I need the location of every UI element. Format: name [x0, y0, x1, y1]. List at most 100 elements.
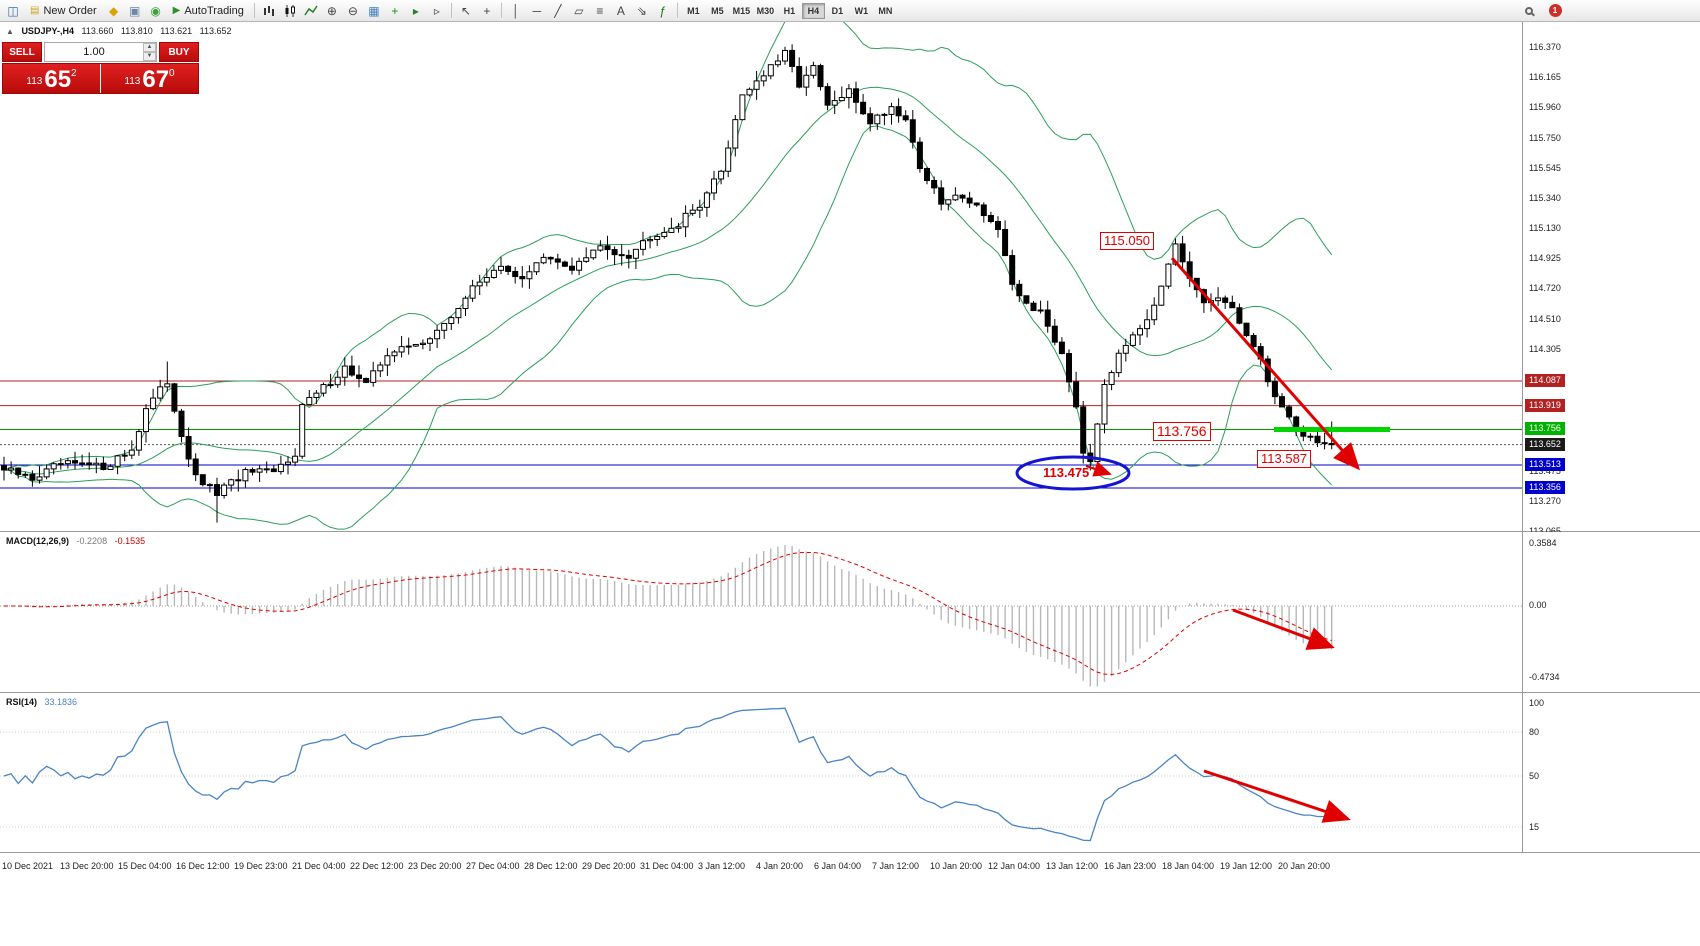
chart-window-icon[interactable]: ◫: [7, 3, 19, 18]
buy-price-button[interactable]: 113 67 0: [101, 64, 198, 93]
timeframe-mn[interactable]: MN: [878, 5, 893, 16]
time-axis-label: 13 Dec 20:00: [60, 861, 114, 871]
price-tick: 115.750: [1529, 132, 1561, 143]
time-axis-label: 28 Dec 12:00: [524, 861, 578, 871]
timeframe-h1[interactable]: H1: [783, 5, 796, 16]
toolbar-right-group: 1: [1519, 2, 1565, 20]
auto-scroll-icon[interactable]: ▸: [412, 3, 419, 18]
price-tick: 116.370: [1529, 41, 1561, 52]
cursor-icon[interactable]: ↖: [460, 3, 471, 18]
expert-advisors-icon[interactable]: ◆: [109, 3, 119, 18]
fibonacci-icon[interactable]: ≡: [596, 3, 604, 18]
macd-panel: MACD(12,26,9) -0.2208 -0.1535 0.3584 0.00…: [0, 531, 1700, 692]
price-tick: 113.270: [1529, 495, 1561, 506]
rsi-scale-tick: 15: [1529, 822, 1540, 832]
timeframe-m5[interactable]: M5: [711, 5, 724, 16]
price-line-tag: 113.756: [1525, 422, 1565, 436]
macd-scale-tick: -0.4734: [1529, 672, 1560, 682]
timeframe-m30[interactable]: M30: [756, 5, 775, 16]
ohlc-close: 113.652: [199, 26, 232, 36]
timeframe-m1[interactable]: M1: [687, 5, 700, 16]
indicators-icon[interactable]: ƒ: [659, 3, 667, 18]
price-tick: 116.165: [1529, 71, 1561, 82]
rsi-canvas[interactable]: [0, 693, 1522, 852]
new-order-button[interactable]: ▤ New Order: [24, 2, 103, 20]
timeframe-w1[interactable]: W1: [854, 5, 869, 16]
price-tick: 113.065: [1529, 525, 1561, 536]
ohlc-open: 113.660: [81, 26, 114, 36]
bar-chart-icon[interactable]: [259, 2, 279, 20]
price-scale[interactable]: 116.370 116.165 115.960 115.750 115.545 115.3…: [1522, 22, 1700, 536]
macd-title: MACD(12,26,9) -0.2208 -0.1535: [6, 536, 150, 546]
volume-control: ▲ ▼: [44, 42, 157, 62]
macd-canvas[interactable]: [0, 532, 1522, 692]
tile-windows-icon[interactable]: ▦: [368, 3, 380, 18]
volume-increase-button[interactable]: ▲: [143, 43, 156, 52]
line-chart-icon[interactable]: [301, 2, 321, 20]
channel-icon[interactable]: ▱: [574, 3, 584, 18]
new-chart-icon[interactable]: +: [391, 3, 399, 18]
crosshair-icon[interactable]: +: [483, 3, 491, 18]
time-axis-label: 10 Jan 20:00: [930, 861, 983, 871]
price-chart-panel: ▲ USDJPY-,H4 113.660 113.810 113.621 113…: [0, 22, 1700, 536]
zoom-out-icon[interactable]: ⊖: [347, 3, 358, 18]
price-tick: 115.340: [1529, 192, 1561, 203]
time-axis-label: 12 Jan 04:00: [988, 861, 1041, 871]
autotrading-button[interactable]: ▶ AutoTrading: [167, 2, 250, 20]
time-axis-label: 31 Dec 04:00: [640, 861, 694, 871]
timeframe-h4[interactable]: H4: [801, 2, 825, 19]
timeframe-m15[interactable]: M15: [732, 5, 751, 16]
candlestick-chart-icon[interactable]: [280, 2, 300, 20]
one-click-collapse-toggle[interactable]: ▲: [6, 27, 14, 36]
time-axis[interactable]: 10 Dec 2021 13 Dec 20:00 15 Dec 04:00 16 De…: [0, 852, 1700, 946]
time-axis-label: 19 Dec 23:00: [234, 861, 288, 871]
autotrading-status-icon[interactable]: ◉: [150, 3, 161, 18]
sell-price-main: 65: [44, 66, 72, 93]
price-chart-canvas[interactable]: [0, 22, 1522, 531]
price-tick: 115.960: [1529, 101, 1561, 112]
chart-shift-icon[interactable]: ▹: [433, 3, 440, 18]
badge-count: 1: [1548, 4, 1562, 17]
magnifier-glass: [1525, 6, 1533, 15]
time-axis-label: 20 Jan 20:00: [1278, 861, 1331, 871]
volume-input[interactable]: [45, 43, 143, 61]
trendline-icon[interactable]: ╱: [554, 3, 562, 18]
sell-price-prefix: 113: [26, 76, 43, 87]
notifications-icon[interactable]: 1: [1545, 2, 1565, 20]
time-axis-label: 3 Jan 12:00: [698, 861, 746, 871]
zoom-in-icon[interactable]: ⊕: [326, 3, 337, 18]
volume-decrease-button[interactable]: ▼: [143, 52, 156, 61]
sell-price-button[interactable]: 113 65 2: [3, 64, 100, 93]
rsi-scale[interactable]: 100 80 50 15: [1522, 693, 1700, 852]
annotation-level-price-label: 113.756: [1153, 422, 1211, 441]
autotrading-play-icon: ▶: [172, 5, 181, 16]
vertical-line-icon[interactable]: │: [512, 3, 520, 18]
sell-button[interactable]: SELL: [2, 42, 42, 62]
text-label-icon[interactable]: A: [616, 3, 625, 18]
timeframe-d1[interactable]: D1: [831, 5, 844, 16]
time-axis-label: 16 Dec 12:00: [176, 861, 230, 871]
buy-price-main: 67: [142, 66, 170, 93]
price-tick: 114.720: [1529, 283, 1561, 294]
price-tick: 114.925: [1529, 253, 1561, 264]
rsi-value: 33.1836: [44, 697, 78, 707]
rsi-scale-tick: 80: [1529, 727, 1540, 738]
horizontal-line-icon[interactable]: ─: [532, 3, 542, 18]
time-axis-label: 29 Dec 20:00: [582, 861, 636, 871]
time-axis-label: 21 Dec 04:00: [292, 861, 346, 871]
buy-price-prefix: 113: [124, 76, 141, 87]
price-divider: [100, 64, 101, 93]
time-axis-label: 16 Jan 23:00: [1104, 861, 1157, 871]
buy-button[interactable]: BUY: [159, 42, 199, 62]
macd-scale[interactable]: 0.3584 0.00 -0.4734: [1522, 532, 1700, 692]
arrow-object-icon[interactable]: ⇘: [636, 3, 647, 18]
time-axis-label: 22 Dec 12:00: [350, 861, 404, 871]
scripts-icon[interactable]: ▣: [128, 3, 141, 18]
symbol-period-label: USDJPY-,H4: [21, 26, 74, 36]
price-tick: 114.510: [1529, 314, 1561, 325]
time-axis-label: 10 Dec 2021: [2, 861, 54, 871]
price-line-tag: 113.513: [1525, 458, 1565, 472]
price-line-tag: 113.919: [1525, 398, 1565, 412]
search-icon[interactable]: [1519, 2, 1539, 20]
time-axis-label: 13 Jan 12:00: [1046, 861, 1099, 871]
